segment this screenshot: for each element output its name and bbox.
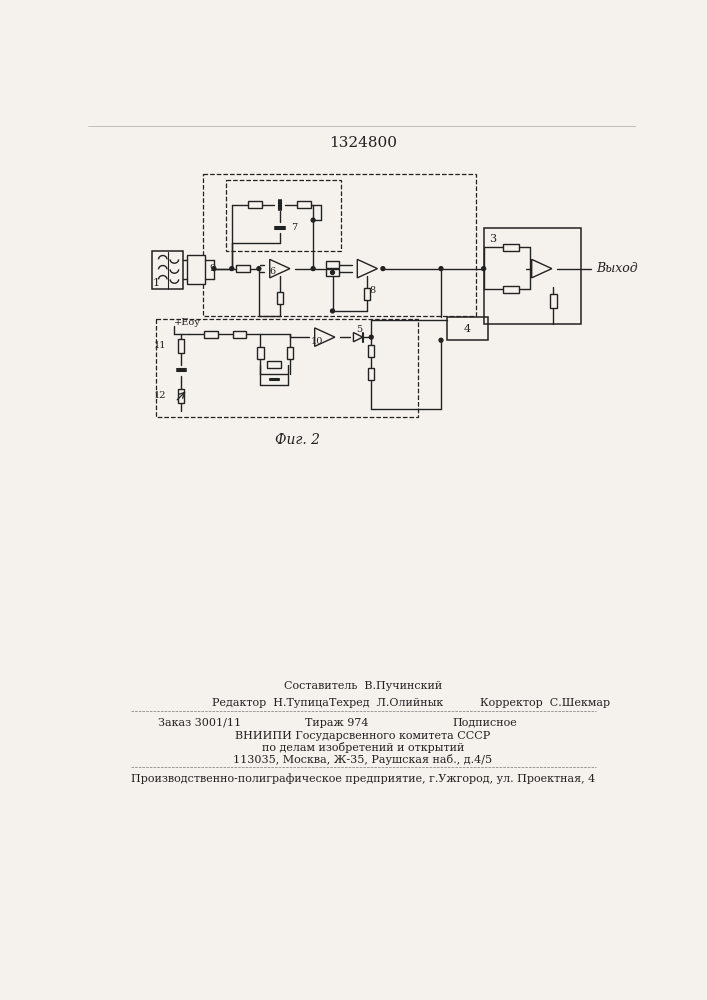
Text: Техред  Л.Олийнык: Техред Л.Олийнык <box>329 698 443 708</box>
Circle shape <box>331 309 334 313</box>
Text: 8: 8 <box>369 286 375 295</box>
Text: +Eоу: +Eоу <box>174 318 201 327</box>
Circle shape <box>257 267 261 271</box>
Bar <box>368 368 374 380</box>
Bar <box>550 294 557 308</box>
Text: 3: 3 <box>489 234 496 244</box>
Bar <box>448 317 488 340</box>
Bar <box>233 331 247 338</box>
Bar <box>156 319 418 417</box>
Text: 9: 9 <box>209 264 216 273</box>
Text: Тираж 974: Тираж 974 <box>305 718 369 728</box>
Polygon shape <box>270 259 290 278</box>
Text: Производственно-полиграфическое предприятие, г.Ужгород, ул. Проектная, 4: Производственно-полиграфическое предприя… <box>131 773 595 784</box>
Bar <box>178 389 185 403</box>
Bar <box>364 288 370 300</box>
Text: Подписное: Подписное <box>452 718 518 728</box>
Bar <box>325 261 339 268</box>
Bar <box>267 361 281 368</box>
Bar <box>178 339 185 353</box>
Text: 4: 4 <box>464 324 471 334</box>
Text: 5: 5 <box>356 325 363 334</box>
Text: Составитель  В.Пучинский: Составитель В.Пучинский <box>284 681 442 691</box>
Text: 11: 11 <box>154 341 167 350</box>
Bar <box>236 265 250 272</box>
Polygon shape <box>357 259 378 278</box>
Text: ВНИИПИ Государсвенного комитета СССР: ВНИИПИ Государсвенного комитета СССР <box>235 731 491 741</box>
Text: 6: 6 <box>270 267 276 276</box>
Bar <box>503 244 518 251</box>
Text: 12: 12 <box>154 391 167 400</box>
Bar <box>484 228 580 324</box>
Bar <box>226 180 341 251</box>
Bar <box>204 331 218 338</box>
Text: Редактор  Н.Тупица: Редактор Н.Тупица <box>212 698 329 708</box>
Polygon shape <box>532 259 552 278</box>
Circle shape <box>311 267 315 271</box>
Bar <box>503 286 518 293</box>
Text: Корректор  С.Шекмар: Корректор С.Шекмар <box>480 698 610 708</box>
Circle shape <box>439 338 443 342</box>
Circle shape <box>381 267 385 271</box>
Bar <box>287 347 293 359</box>
Text: Заказ 3001/11: Заказ 3001/11 <box>158 718 241 728</box>
Polygon shape <box>354 333 363 342</box>
Circle shape <box>439 267 443 271</box>
Text: 1: 1 <box>153 278 160 288</box>
Bar <box>325 269 339 276</box>
Polygon shape <box>315 328 335 346</box>
Bar <box>297 201 311 208</box>
Circle shape <box>311 218 315 222</box>
Bar <box>203 174 476 316</box>
Bar <box>368 345 374 357</box>
Circle shape <box>481 267 486 271</box>
Text: Выход: Выход <box>596 262 638 275</box>
Text: 1324800: 1324800 <box>329 136 397 150</box>
Bar <box>248 201 262 208</box>
Bar <box>276 292 283 304</box>
Bar <box>257 347 264 359</box>
Circle shape <box>369 335 373 339</box>
Text: 10: 10 <box>311 337 323 346</box>
Circle shape <box>331 271 334 274</box>
Text: 113035, Москва, Ж-35, Раушская наб., д.4/5: 113035, Москва, Ж-35, Раушская наб., д.4… <box>233 754 492 765</box>
Circle shape <box>212 267 216 271</box>
Text: 7: 7 <box>291 223 297 232</box>
Text: по делам изобретений и открытий: по делам изобретений и открытий <box>262 742 464 753</box>
Bar <box>152 251 183 289</box>
Bar <box>187 255 204 284</box>
Circle shape <box>230 267 234 271</box>
Text: Фиг. 2: Фиг. 2 <box>275 433 320 447</box>
